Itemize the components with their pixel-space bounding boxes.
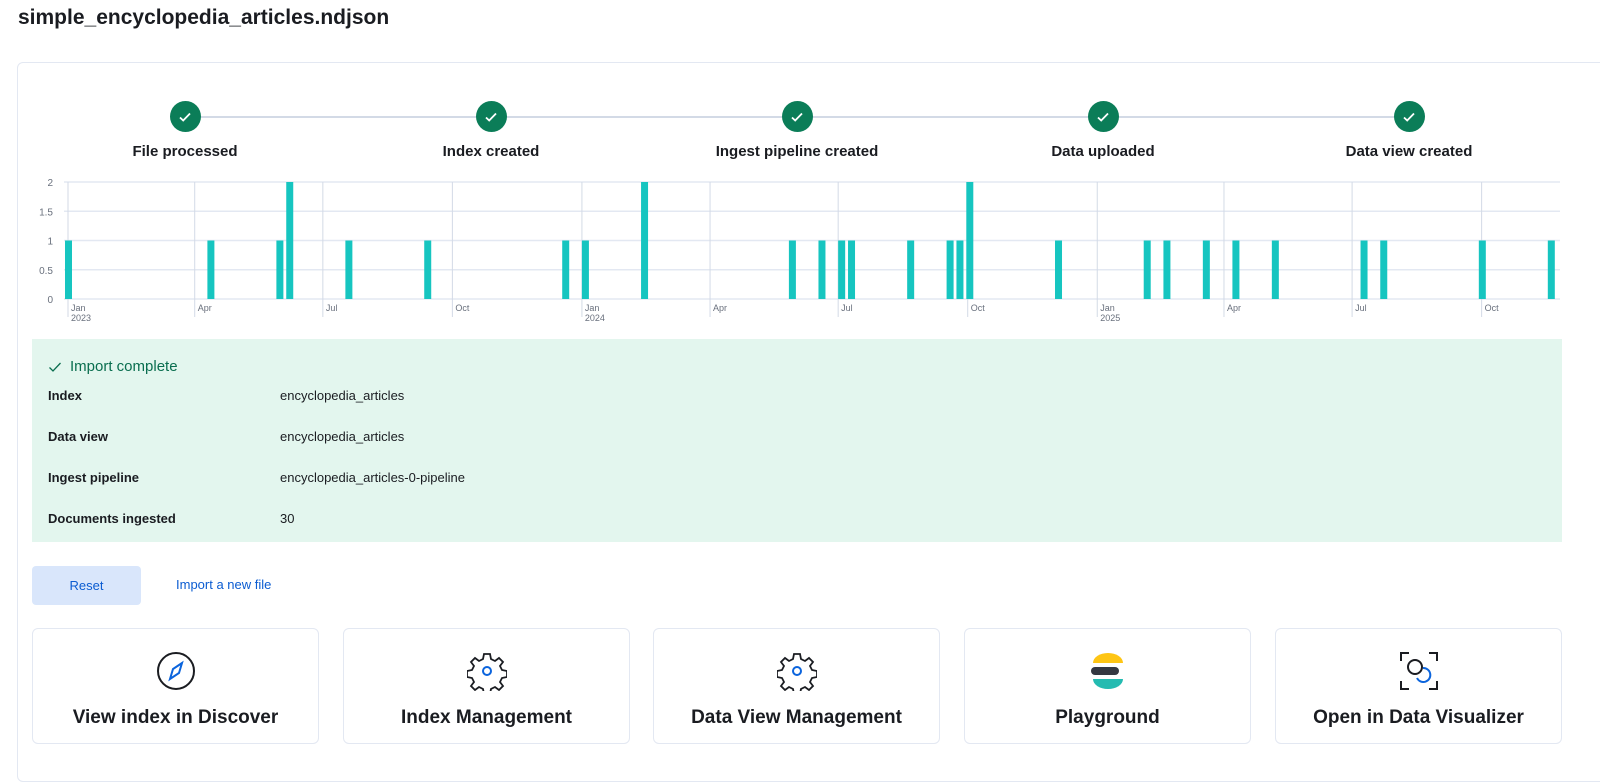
x-tick-sublabel: 2024 (585, 313, 605, 323)
summary-key: Ingest pipeline (48, 470, 140, 485)
histogram-bar (1143, 240, 1151, 299)
check-icon (781, 101, 813, 132)
step-data-uploaded: Data uploaded (973, 101, 1233, 160)
histogram-bar (1478, 240, 1486, 299)
summary-key: Index (48, 388, 82, 403)
y-tick-label: 0.5 (39, 266, 53, 277)
y-tick-label: 2 (47, 178, 53, 189)
elastic-logo-icon (1090, 653, 1123, 689)
card-index-management[interactable]: Index Management (343, 628, 630, 744)
reset-button[interactable]: Reset (32, 566, 141, 605)
x-tick-label: Jul (1355, 303, 1367, 313)
import-complete-callout: Import complete Index encyclopedia_articl… (32, 339, 1562, 542)
histogram-bar (1547, 240, 1555, 299)
histogram-bar (956, 240, 964, 299)
import-new-file-link[interactable]: Import a new file (176, 577, 272, 592)
histogram-bar (65, 240, 72, 299)
check-icon (475, 101, 507, 132)
histogram-bar (1380, 240, 1388, 299)
histogram-bar (276, 240, 284, 299)
summary-value: 30 (280, 511, 295, 526)
step-index-created: Index created (361, 101, 621, 160)
x-tick-sublabel: 2023 (71, 313, 91, 323)
histogram-bar (818, 240, 826, 299)
histogram-bar (946, 240, 954, 299)
step-label: Data uploaded (1051, 143, 1155, 160)
y-tick-label: 1 (47, 237, 53, 248)
gear-icon (466, 653, 507, 691)
histogram-bar (581, 240, 589, 299)
summary-value: encyclopedia_articles-0-pipeline (280, 470, 465, 485)
y-tick-label: 0 (47, 295, 53, 306)
histogram-bar (345, 240, 353, 299)
step-pipeline-created: Ingest pipeline created (667, 101, 927, 160)
x-tick-label: Oct (1485, 303, 1500, 313)
x-tick-label: Jan (71, 303, 86, 313)
histogram-bar (424, 240, 432, 299)
histogram-bar (848, 240, 856, 299)
card-label: Data View Management (691, 707, 902, 728)
histogram-bar (562, 240, 570, 299)
histogram-bar (1163, 240, 1171, 299)
step-file-processed: File processed (55, 101, 315, 160)
step-label: Ingest pipeline created (715, 143, 879, 160)
summary-value: encyclopedia_articles (280, 429, 405, 444)
page-title: simple_encyclopedia_articles.ndjson (18, 6, 390, 29)
x-tick-label: Jan (585, 303, 600, 313)
histogram-bar (1055, 240, 1063, 299)
step-label: Data view created (1345, 143, 1473, 160)
card-label: Open in Data Visualizer (1313, 707, 1524, 728)
check-icon (1087, 101, 1119, 132)
compass-icon (156, 652, 195, 690)
x-tick-sublabel: 2025 (1100, 313, 1120, 323)
summary-key: Documents ingested (48, 511, 176, 526)
histogram-bar (1360, 240, 1368, 299)
card-label: Index Management (400, 707, 573, 728)
card-open-data-visualizer[interactable]: Open in Data Visualizer (1275, 628, 1562, 744)
x-tick-label: Jan (1100, 303, 1115, 313)
gear-icon (776, 653, 817, 691)
step-label: File processed (132, 143, 238, 160)
x-tick-label: Apr (198, 303, 212, 313)
histogram-bar (286, 182, 294, 299)
import-complete-text: Import complete (70, 358, 178, 375)
x-tick-label: Oct (971, 303, 986, 313)
histogram-bar (966, 182, 974, 299)
histogram-bar (641, 182, 649, 299)
histogram-bar (838, 240, 846, 299)
x-tick-label: Jul (841, 303, 853, 313)
y-tick-label: 1.5 (39, 207, 53, 218)
histogram-bar (1271, 240, 1279, 299)
summary-value: encyclopedia_articles (280, 388, 405, 403)
histogram-bar (207, 240, 215, 299)
step-label: Index created (442, 143, 540, 160)
histogram-bar (1232, 240, 1240, 299)
histogram-bar (788, 240, 796, 299)
card-data-view-management[interactable]: Data View Management (653, 628, 940, 744)
check-icon (169, 101, 201, 132)
x-tick-label: Apr (713, 303, 727, 313)
card-view-in-discover[interactable]: View index in Discover (32, 628, 319, 744)
summary-key: Data view (48, 429, 108, 444)
data-visualizer-icon (1399, 652, 1438, 690)
check-icon (49, 362, 61, 372)
step-data-view-created: Data view created (1279, 101, 1539, 160)
x-tick-label: Oct (455, 303, 470, 313)
histogram-bar (1202, 240, 1210, 299)
histogram-bar (907, 240, 915, 299)
card-label: View index in Discover (72, 707, 279, 728)
check-icon (1393, 101, 1425, 132)
x-tick-label: Jul (326, 303, 338, 313)
x-tick-label: Apr (1227, 303, 1241, 313)
card-label: Playground (1055, 707, 1160, 728)
import-complete-title: Import complete (48, 358, 178, 375)
card-playground[interactable]: Playground (964, 628, 1251, 744)
